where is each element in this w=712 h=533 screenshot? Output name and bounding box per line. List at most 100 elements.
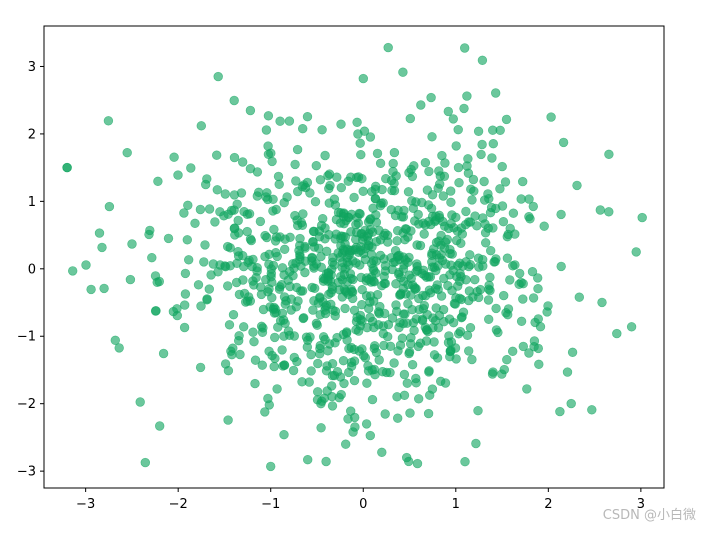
data-point <box>474 262 484 272</box>
data-point <box>190 218 200 229</box>
data-point <box>269 361 279 372</box>
data-point <box>339 284 350 294</box>
data-point <box>404 348 414 359</box>
data-point <box>318 332 329 342</box>
data-point <box>202 294 212 304</box>
data-point <box>242 209 253 220</box>
data-point <box>346 406 356 416</box>
data-point <box>379 230 389 241</box>
data-point <box>140 457 151 468</box>
data-point <box>406 164 416 175</box>
y-tick-label: 0 <box>28 262 36 277</box>
data-point <box>336 183 346 193</box>
data-point <box>451 141 461 151</box>
data-point <box>372 148 383 159</box>
y-tick-label: 1 <box>28 195 36 210</box>
data-point <box>342 327 352 337</box>
data-point <box>393 226 403 236</box>
data-point <box>452 226 463 237</box>
data-point <box>460 43 470 53</box>
data-point <box>484 314 494 324</box>
data-point <box>451 354 461 364</box>
data-point <box>309 226 319 237</box>
data-point <box>460 457 470 467</box>
data-point <box>533 284 543 294</box>
data-point <box>532 273 543 283</box>
data-point <box>392 392 402 402</box>
data-point <box>391 279 401 289</box>
data-point <box>406 226 416 236</box>
data-point <box>94 228 105 238</box>
data-point <box>249 337 259 347</box>
data-point <box>393 346 403 356</box>
data-point <box>508 261 518 271</box>
data-point <box>487 153 497 163</box>
data-point <box>327 264 337 274</box>
data-point <box>467 195 477 205</box>
data-point <box>428 244 439 254</box>
data-point <box>226 205 237 216</box>
data-point <box>349 356 360 366</box>
data-point <box>392 236 402 246</box>
data-point <box>229 152 240 163</box>
data-point <box>362 378 372 388</box>
data-point <box>179 322 190 333</box>
data-point <box>213 71 223 82</box>
data-point <box>326 288 336 298</box>
data-point <box>518 294 528 304</box>
data-point <box>401 289 411 299</box>
data-point <box>380 409 390 419</box>
data-point <box>398 67 408 77</box>
data-point <box>184 255 194 265</box>
data-point <box>514 268 525 279</box>
data-point <box>604 149 614 160</box>
data-point <box>412 458 423 469</box>
data-point <box>508 208 519 218</box>
data-point <box>567 347 578 357</box>
data-point <box>235 349 245 360</box>
data-point <box>351 227 362 238</box>
data-point <box>351 219 361 230</box>
data-point <box>359 351 369 361</box>
data-point <box>272 384 282 394</box>
data-point <box>411 373 421 384</box>
data-point <box>424 367 434 377</box>
data-point <box>438 191 448 201</box>
data-point <box>477 139 487 150</box>
data-point <box>510 229 520 239</box>
data-point <box>357 285 367 295</box>
data-point <box>260 407 270 417</box>
data-point <box>427 190 438 200</box>
data-point <box>204 284 215 294</box>
data-point <box>367 394 378 405</box>
data-point <box>366 249 377 260</box>
data-point <box>127 239 137 249</box>
data-point <box>447 210 457 220</box>
data-point <box>254 187 264 198</box>
data-point <box>393 413 403 423</box>
data-point <box>213 267 223 277</box>
data-point <box>229 190 240 200</box>
data-point <box>271 204 281 215</box>
data-point <box>321 456 331 467</box>
data-point <box>349 192 359 203</box>
data-point <box>375 201 386 211</box>
data-point <box>261 125 272 135</box>
data-point <box>81 260 91 270</box>
data-point <box>478 213 488 223</box>
data-point <box>264 346 274 356</box>
data-point <box>387 313 398 323</box>
data-point <box>556 209 566 220</box>
data-point <box>270 236 281 246</box>
data-point <box>311 161 321 171</box>
data-point <box>502 253 513 263</box>
data-point <box>414 293 424 304</box>
data-point <box>179 208 189 218</box>
data-point <box>491 303 501 314</box>
x-tick-label: −3 <box>76 497 95 512</box>
data-point <box>497 369 507 379</box>
data-point <box>278 315 289 325</box>
watermark-text: CSDN @小白微 <box>602 508 696 523</box>
data-point <box>415 240 426 251</box>
data-point <box>490 257 500 267</box>
